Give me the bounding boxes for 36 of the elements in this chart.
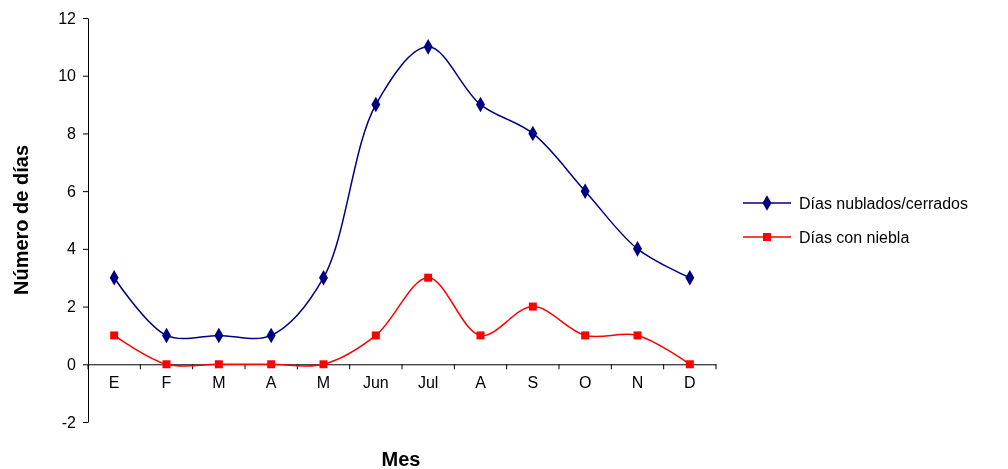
y-tick-label: 6	[67, 182, 77, 200]
x-axis-title: Mes	[381, 448, 421, 469]
x-tick-label: A	[475, 374, 487, 392]
x-tick-label: Jun	[362, 374, 389, 392]
point	[267, 360, 276, 369]
y-axis-title: Número de días	[10, 144, 32, 296]
point	[633, 331, 642, 340]
point	[476, 331, 485, 340]
x-tick-label: F	[161, 374, 172, 392]
x-tick-label: S	[527, 374, 539, 392]
y-tick-label: 4	[67, 240, 77, 258]
point	[319, 360, 328, 369]
x-tick-label: M	[316, 374, 331, 392]
x-tick-label: D	[684, 374, 696, 392]
point	[110, 331, 119, 340]
point	[371, 331, 380, 340]
x-tick-label: E	[108, 374, 120, 392]
y-tick-label: 10	[58, 67, 77, 85]
x-tick-label: M	[212, 374, 226, 392]
y-tick-label: 12	[58, 9, 77, 27]
x-tick-label: N	[631, 374, 644, 392]
legend-label: Días nublados/cerrados	[799, 195, 968, 212]
point	[162, 360, 171, 369]
x-tick-label: O	[578, 374, 592, 392]
legend-label: Días con niebla	[799, 229, 910, 246]
point	[528, 302, 537, 311]
point	[581, 331, 590, 340]
y-tick-label: 8	[67, 125, 77, 143]
y-tick-label: -2	[61, 413, 77, 431]
point	[424, 273, 433, 282]
x-tick-label: Jul	[417, 374, 439, 392]
y-tick-label: 2	[67, 298, 77, 316]
y-tick-label: 0	[67, 355, 77, 373]
point	[685, 360, 694, 369]
point	[214, 360, 223, 369]
x-tick-label: A	[265, 374, 277, 392]
